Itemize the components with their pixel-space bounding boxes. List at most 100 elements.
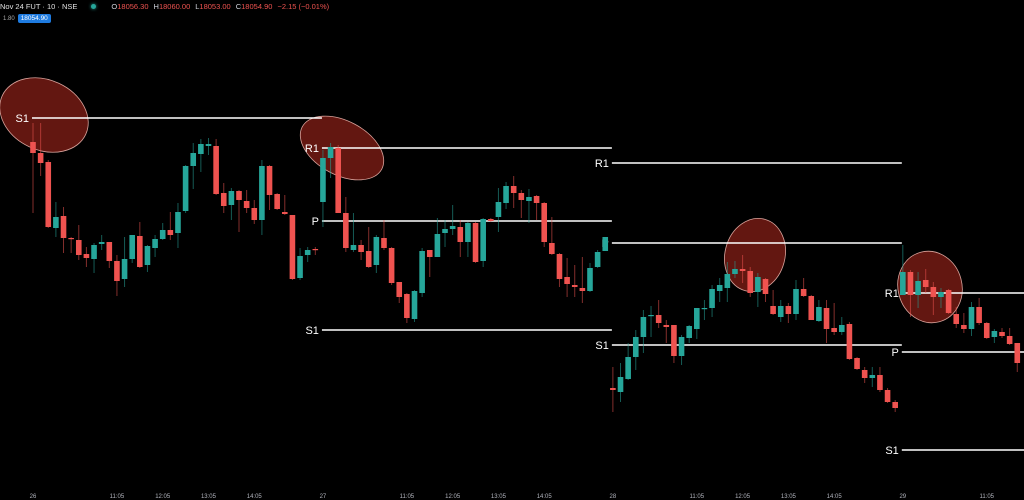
candle[interactable] [236,190,242,232]
candle[interactable] [327,143,334,178]
candle[interactable] [541,202,548,247]
candle[interactable] [854,357,860,370]
candle[interactable] [442,220,448,247]
candle[interactable] [1014,343,1021,372]
candle[interactable] [945,289,952,314]
candle[interactable] [625,343,631,380]
candle[interactable] [968,302,975,336]
candle[interactable] [953,307,960,328]
candle[interactable] [60,207,67,253]
candle[interactable] [358,240,364,260]
candle[interactable] [518,190,525,218]
candle[interactable] [129,235,135,263]
candle[interactable] [571,265,578,297]
candle[interactable] [755,273,761,307]
candle[interactable] [98,235,105,250]
candle[interactable] [175,203,181,248]
candle[interactable] [785,303,792,323]
candle[interactable] [716,278,723,302]
candle[interactable] [495,188,502,232]
candle[interactable] [350,213,357,252]
candle[interactable] [549,217,555,255]
candle[interactable] [121,237,128,287]
candle[interactable] [976,298,982,325]
candle[interactable] [884,388,891,403]
candle[interactable] [114,255,120,296]
candle[interactable] [91,243,97,273]
candle[interactable] [53,202,59,237]
candle[interactable] [167,212,174,240]
candle[interactable] [419,248,425,297]
candle[interactable] [983,322,990,339]
candle[interactable] [190,143,197,189]
candle[interactable] [343,197,349,252]
candle[interactable] [892,400,898,412]
candle[interactable] [587,263,593,292]
candle[interactable] [137,222,143,268]
candle[interactable] [30,123,36,213]
candle[interactable] [999,328,1005,338]
candle[interactable] [304,247,311,262]
candle[interactable] [655,300,662,328]
candle[interactable] [75,225,82,260]
candle[interactable] [632,330,639,370]
candle[interactable] [564,258,570,297]
candle[interactable] [220,183,227,213]
candle[interactable] [159,223,166,240]
candle[interactable] [869,367,876,387]
candle[interactable] [228,188,235,220]
candle[interactable] [579,257,586,303]
candle[interactable] [838,317,845,335]
candle[interactable] [922,269,929,293]
candle[interactable] [671,325,677,363]
candle[interactable] [45,160,52,228]
candle[interactable] [900,245,906,295]
candle[interactable] [152,235,158,257]
candle[interactable] [861,367,868,383]
candle[interactable] [434,218,441,257]
candle[interactable] [449,205,456,235]
candle[interactable] [274,193,280,210]
candle[interactable] [793,280,799,320]
candle[interactable] [930,282,937,315]
candle[interactable] [686,325,692,343]
candle[interactable] [610,367,616,412]
candle[interactable] [37,123,44,176]
candle[interactable] [297,248,303,280]
candle[interactable] [472,222,479,263]
candle[interactable] [411,290,418,322]
candle[interactable] [617,363,624,402]
candle[interactable] [198,139,204,172]
candle[interactable] [732,261,738,278]
candle[interactable] [259,160,265,235]
candle[interactable] [846,322,853,360]
candle[interactable] [701,300,708,320]
candle[interactable] [426,250,433,277]
candle[interactable] [678,335,685,365]
candle[interactable] [381,220,387,250]
candle[interactable] [777,300,784,322]
candle[interactable] [465,222,471,257]
candle[interactable] [251,200,258,224]
candle[interactable] [365,227,372,268]
candle[interactable] [808,295,815,320]
candle[interactable] [457,220,464,257]
candle[interactable] [510,176,517,208]
candle[interactable] [373,235,380,273]
candle[interactable] [831,303,837,335]
candle[interactable] [266,165,273,210]
candle[interactable] [533,195,540,220]
candle[interactable] [213,139,219,195]
candle[interactable] [68,237,74,253]
candle[interactable] [526,189,532,223]
candle[interactable] [83,247,90,267]
candle[interactable] [503,182,509,209]
candle[interactable] [640,310,647,353]
candle[interactable] [320,150,326,227]
candle[interactable] [747,267,754,297]
candle[interactable] [770,290,776,315]
candle[interactable] [243,190,250,213]
candle[interactable] [312,247,319,255]
candle[interactable] [602,237,609,251]
